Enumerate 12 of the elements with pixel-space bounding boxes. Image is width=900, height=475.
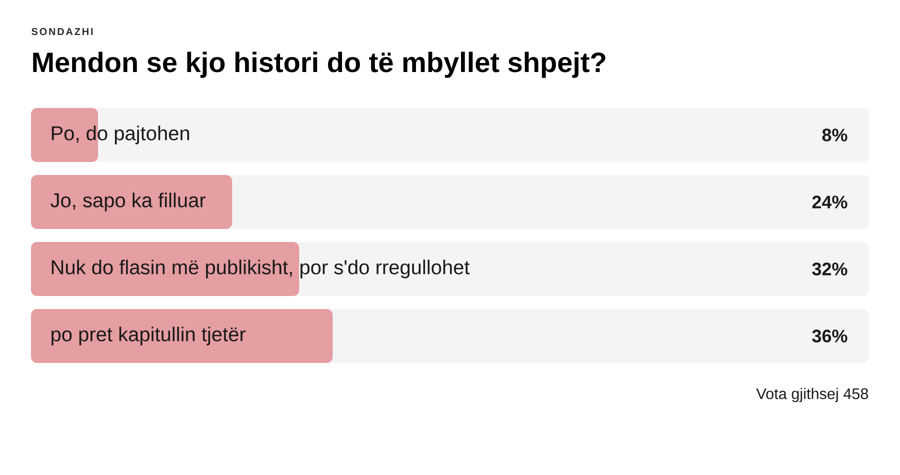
y-tick-label: po pret kapitullin tjetër	[52, 326, 246, 346]
data-label: 36%	[812, 330, 848, 342]
text: Vota gjithsej 458	[756, 388, 868, 402]
y-tick-label: Po, do pajtohen	[52, 126, 190, 144]
y-tick-label: Jo, sapo ka filluar	[50, 192, 206, 212]
chart-subtitle: SONDAZHI	[32, 28, 93, 36]
data-label: 8%	[822, 128, 848, 142]
data-label: 32%	[812, 262, 848, 276]
bar	[31, 175, 232, 230]
y-tick-label: Nuk do flasin më publikisht, por s'do rregullohet	[52, 260, 470, 278]
chart-title: Mendon se kjo histori do të mbyllet shpejt?	[33, 52, 606, 78]
data-label: 24%	[812, 196, 848, 208]
